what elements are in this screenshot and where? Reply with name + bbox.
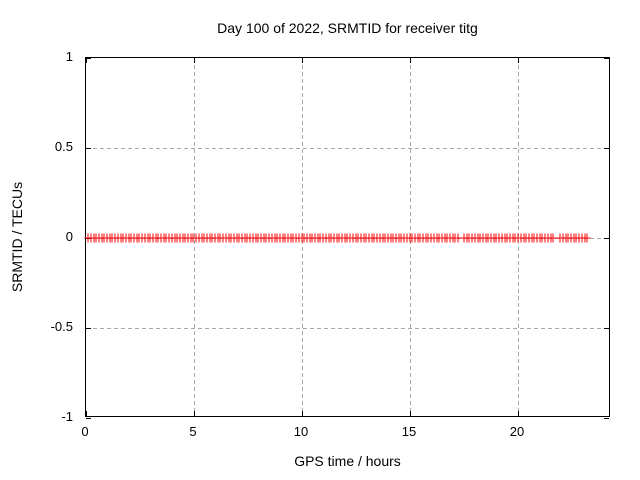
y-axis-tick-left (86, 328, 91, 329)
x-tick-label: 5 (189, 424, 197, 439)
y-axis-label: SRMTID / TECUs (9, 181, 25, 293)
grid-line-vertical (410, 58, 411, 416)
y-axis-tick-left (86, 148, 91, 149)
x-tick-label: 15 (401, 424, 417, 439)
x-tick-label: 0 (81, 424, 89, 439)
y-axis-tick-right (604, 418, 609, 419)
x-axis-tick-bottom (410, 411, 411, 416)
x-axis-tick-top (194, 58, 195, 63)
plot-area (84, 57, 610, 419)
chart-title: Day 100 of 2022, SRMTID for receiver tit… (217, 20, 478, 36)
y-tick-label: -0.5 (50, 319, 73, 334)
data-point (454, 233, 462, 243)
y-tick-label: 0 (65, 229, 73, 244)
x-axis-tick-bottom (302, 411, 303, 416)
x-axis-tick-bottom (194, 411, 195, 416)
x-tick-label: 10 (293, 424, 309, 439)
data-points-layer (84, 58, 609, 416)
data-point (583, 233, 591, 243)
x-axis-label: GPS time / hours (294, 453, 401, 469)
grid-line-horizontal (86, 148, 609, 149)
y-tick-label: 0.5 (54, 139, 73, 154)
y-tick-label: 1 (65, 49, 73, 64)
x-axis-tick-bottom (518, 411, 519, 416)
x-tick-label: 20 (509, 424, 525, 439)
grid-line-horizontal (86, 328, 609, 329)
x-axis-tick-bottom (86, 411, 87, 416)
x-axis-tick-top (410, 58, 411, 63)
y-axis-tick-left (86, 418, 91, 419)
grid-line-vertical (194, 58, 195, 416)
y-axis-tick-right (604, 238, 609, 239)
y-axis-tick-right (604, 58, 609, 59)
y-axis-tick-right (604, 148, 609, 149)
y-tick-label: -1 (61, 409, 73, 424)
x-axis-tick-top (518, 58, 519, 63)
y-axis-tick-right (604, 328, 609, 329)
data-point (549, 233, 557, 243)
grid-line-vertical (302, 58, 303, 416)
x-axis-tick-top (302, 58, 303, 63)
x-axis-tick-top (86, 58, 87, 63)
y-axis-tick-left (86, 58, 91, 59)
